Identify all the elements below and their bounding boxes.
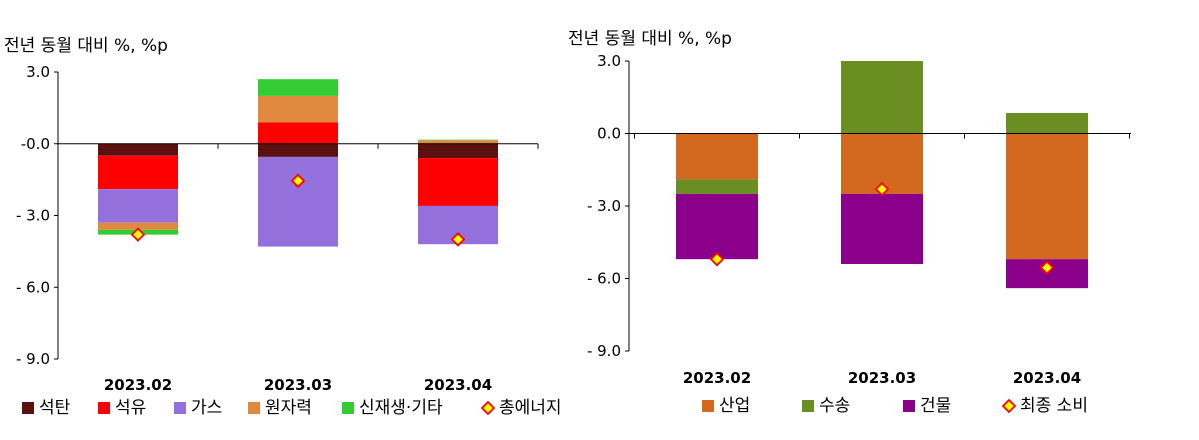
legend-swatch	[98, 402, 110, 414]
bar-segment	[841, 61, 923, 134]
chart-panel-2: 전년 동월 대비 %, %p 3.0 0.0 - 3.0 - 6.0 - 9.0 2023.…	[568, 29, 1131, 416]
y-tick-label: -0.0	[21, 135, 50, 153]
legend-label: 최종 소비	[1020, 396, 1088, 416]
category-label: 2023.04	[424, 376, 492, 394]
bar-segment	[258, 143, 338, 157]
bar-segment	[258, 156, 338, 247]
legend-label: 원자력	[265, 398, 312, 418]
bar-segment	[841, 193, 923, 264]
unit-label: 전년 동월 대비 %, %p	[568, 29, 732, 49]
category-label: 2023.04	[1013, 369, 1081, 387]
bar-segment	[676, 193, 758, 260]
legend-label: 가스	[191, 398, 222, 418]
bar-segment	[98, 222, 178, 230]
total-marker	[874, 181, 890, 197]
y-tick-label: - 9.0	[587, 342, 621, 360]
legend: 석탄 석유 가스 원자력 신재생·기타 총에너지	[22, 398, 562, 418]
legend-label: 수송	[819, 396, 850, 416]
y-tick-label: 0.0	[597, 125, 621, 143]
y-tick-label: 3.0	[26, 63, 50, 81]
bar-segment	[418, 140, 498, 144]
legend-swatch	[248, 402, 260, 414]
legend-swatch	[342, 402, 354, 414]
y-tick-label: - 3.0	[16, 207, 50, 225]
legend-diamond-icon	[480, 400, 496, 416]
bar-segment	[258, 122, 338, 144]
legend-label: 건물	[920, 396, 951, 416]
y-tick-label: - 6.0	[587, 270, 621, 288]
legend-swatch	[702, 400, 714, 412]
legend-label: 석탄	[39, 398, 71, 418]
bar-segment	[676, 133, 758, 180]
legend-swatch	[22, 402, 34, 414]
y-tick-label: - 9.0	[16, 350, 50, 368]
category-label: 2023.02	[683, 369, 751, 387]
category-label: 2023.02	[104, 376, 172, 394]
total-marker	[1039, 260, 1055, 275]
legend-label: 석유	[115, 398, 146, 418]
bar-segment	[1006, 112, 1088, 134]
legend: 산업 수송 건물 최종 소비	[702, 396, 1088, 416]
unit-label: 전년 동월 대비 %, %p	[4, 36, 168, 56]
legend-swatch	[903, 400, 915, 412]
bar-segment	[258, 95, 338, 123]
legend-swatch	[802, 400, 814, 412]
bar-segment	[98, 155, 178, 190]
bar-segment	[676, 179, 758, 194]
legend-label: 산업	[719, 396, 750, 416]
y-tick-label: 3.0	[597, 52, 621, 70]
bar-segment	[98, 143, 178, 156]
bar-segment	[418, 143, 498, 159]
category-label: 2023.03	[264, 376, 332, 394]
bar-segment	[1006, 133, 1088, 260]
legend-diamond-icon	[1001, 398, 1017, 414]
total-marker	[450, 232, 466, 247]
bar-segment	[418, 158, 498, 206]
y-tick-label: - 6.0	[16, 278, 50, 296]
y-tick-label: - 3.0	[587, 197, 621, 215]
category-label: 2023.03	[848, 369, 916, 387]
legend-label: 총에너지	[499, 398, 562, 418]
total-marker	[290, 173, 306, 189]
total-marker	[130, 227, 146, 242]
bar-segment	[258, 79, 338, 96]
bar-segment	[98, 189, 178, 223]
chart-panel-1: 전년 동월 대비 %, %p 3.0 -0.0 - 3.0 - 6.0 - 9.0 2023…	[4, 36, 562, 418]
legend-label: 신재생·기타	[359, 398, 443, 418]
legend-swatch	[174, 402, 186, 414]
total-marker	[709, 251, 725, 267]
